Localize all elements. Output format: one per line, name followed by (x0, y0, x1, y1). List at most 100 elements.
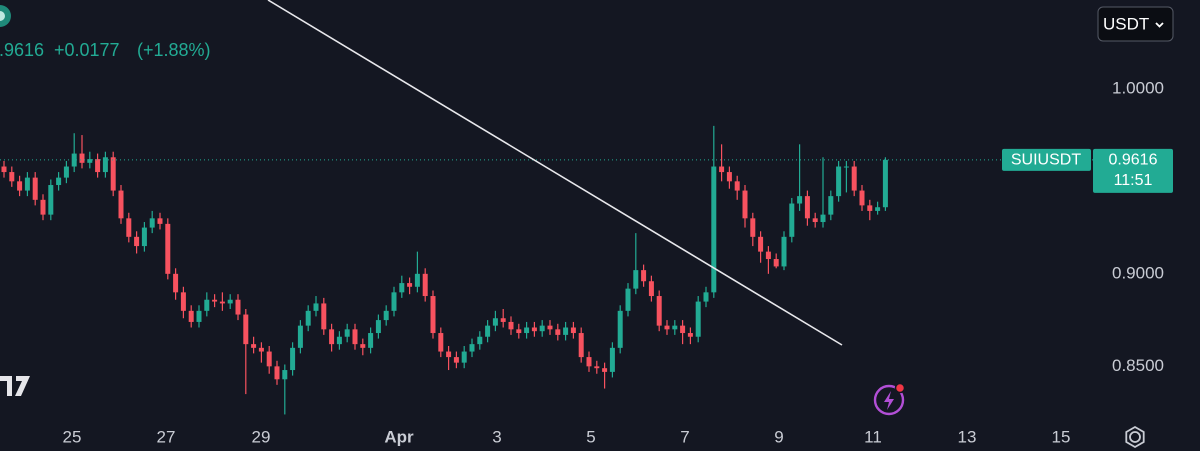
candle-body (251, 344, 257, 348)
candle-body (711, 166, 717, 293)
x-tick-label: 3 (492, 427, 501, 446)
candle-body (352, 329, 358, 345)
candle-body (71, 153, 77, 167)
candle-body (859, 190, 865, 206)
y-tick-label: 0.9000 (1112, 263, 1164, 282)
x-tick-label: 5 (586, 427, 595, 446)
candle-body (196, 310, 202, 322)
x-tick-label: 29 (252, 427, 271, 446)
candle-body (173, 273, 179, 293)
header-change-pct: (+1.88%) (137, 40, 211, 60)
symbol-logo-inner (0, 11, 5, 21)
settings-icon-frame[interactable] (1125, 425, 1145, 449)
candle-body (773, 259, 779, 267)
candle-body (329, 329, 335, 345)
candle-body (477, 336, 483, 345)
candle-body (383, 310, 389, 321)
candle-body (126, 218, 132, 237)
candle-body (258, 347, 264, 352)
candle-body (141, 227, 147, 247)
candle-body (102, 157, 108, 173)
candle-body (586, 357, 592, 367)
candle-body (726, 172, 732, 182)
candle-body (87, 159, 93, 163)
currency-button-label[interactable]: USDT (1103, 14, 1149, 33)
symbol-tag-label: SUIUSDT (1011, 152, 1081, 169)
candle-body (602, 368, 608, 372)
x-tick-label: 15 (1052, 427, 1071, 446)
countdown-label: 11:51 (1114, 172, 1153, 189)
candle-body (375, 320, 381, 334)
candle-body (305, 310, 311, 326)
candle-body (843, 166, 849, 168)
candle-body (180, 292, 186, 311)
candle-body (500, 318, 506, 322)
candle-body (695, 301, 701, 337)
candle-body (570, 327, 576, 334)
candle-body (219, 301, 225, 304)
candle-body (165, 223, 171, 274)
candle-body (742, 190, 748, 219)
candle-body (875, 207, 881, 211)
x-tick-label: 27 (157, 427, 176, 446)
candle-body (17, 181, 23, 191)
candle-body (79, 153, 85, 163)
candle-body (368, 333, 374, 348)
candle-body (485, 325, 491, 337)
candle-body (492, 318, 498, 326)
symbol-tag (1002, 148, 1091, 171)
candle-body (407, 283, 413, 287)
candle-body (516, 329, 522, 334)
candle-body (531, 327, 537, 332)
candle-body (414, 273, 420, 287)
candle-body (758, 236, 764, 252)
candle-body (1, 166, 7, 173)
candle-body (789, 203, 795, 237)
candle-body (422, 273, 428, 297)
candle-body (797, 196, 803, 204)
alert-bolt[interactable] (884, 391, 894, 410)
tv-logo (0, 376, 30, 396)
candle-body (617, 310, 623, 348)
header-change: +0.0177 (54, 40, 120, 60)
candle-body (524, 327, 530, 334)
candle-body (719, 166, 725, 173)
currency-button[interactable] (1097, 6, 1174, 42)
candle-body (461, 351, 467, 363)
candle-body (648, 281, 654, 297)
candle-body (297, 325, 303, 348)
candle-body (48, 185, 54, 215)
settings-icon[interactable] (1129, 431, 1141, 443)
trend-line[interactable] (267, 0, 843, 346)
candle-body (734, 181, 740, 191)
alert-icon[interactable] (873, 384, 905, 416)
candle-body (360, 344, 366, 348)
candle-body (555, 329, 561, 335)
header-price: 0.9616 (0, 40, 44, 60)
candle-body (633, 270, 639, 289)
x-tick-label: 25 (63, 427, 82, 446)
y-tick-label: 0.8500 (1112, 356, 1164, 375)
candle-body (188, 310, 194, 322)
chevron-icon[interactable] (1155, 22, 1164, 28)
candle-body (687, 333, 693, 337)
candle-body (781, 236, 787, 267)
x-tick-label: 13 (958, 427, 977, 446)
candle-body (290, 347, 296, 371)
candle-body (24, 177, 30, 191)
symbol-logo (0, 5, 11, 27)
candle-body (563, 327, 569, 335)
candle-body (750, 218, 756, 237)
y-tick-label: 1.0000 (1112, 78, 1164, 97)
candle-body (63, 166, 69, 178)
candle-body (446, 351, 452, 358)
candle-body (430, 296, 436, 334)
candle-body (867, 205, 873, 211)
candle-body (547, 325, 553, 330)
candle-body (134, 236, 140, 247)
candle-body (469, 344, 475, 352)
candle-body (609, 347, 615, 372)
candle-body (149, 218, 155, 228)
candle-body (118, 190, 124, 219)
